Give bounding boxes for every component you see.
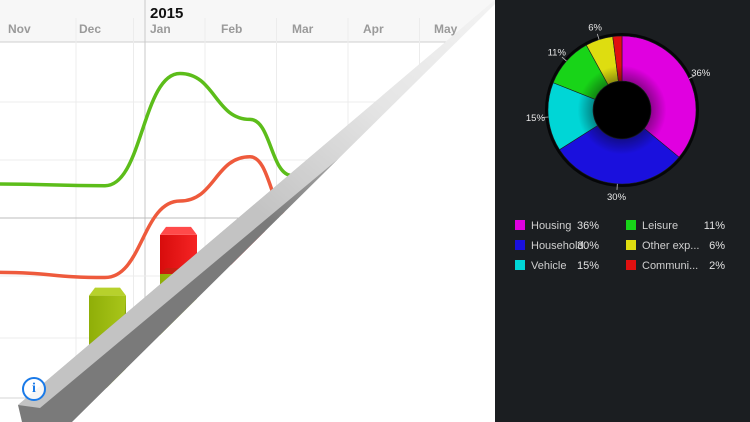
- info-icon[interactable]: i: [22, 377, 46, 401]
- legend-label: Vehicle: [531, 260, 566, 272]
- legend-percent: 30%: [577, 240, 599, 252]
- month-label[interactable]: Jan: [150, 22, 171, 36]
- slice-label-leader: [542, 116, 549, 118]
- legend-swatch: [626, 240, 636, 250]
- slice-label: 6%: [588, 22, 602, 33]
- bar-green-top: [89, 287, 126, 296]
- bar-red-top: [303, 226, 340, 235]
- month-label[interactable]: Nov: [8, 22, 31, 36]
- donut-hole: [594, 82, 650, 138]
- legend-swatch: [515, 260, 525, 270]
- legend-item[interactable]: Leisure 11%: [626, 220, 725, 232]
- year-label: 2015: [150, 5, 183, 22]
- bar-segment-seam: [160, 268, 197, 274]
- slice-label-leader: [596, 33, 600, 40]
- bar-green-segment[interactable]: [374, 268, 411, 383]
- donut-slice[interactable]: [621, 35, 697, 158]
- legend-label: Housing: [531, 220, 571, 232]
- summary-panel: 36% 30% 15% 11% 6% Housing 36% Household 30% Vehi…: [495, 0, 750, 422]
- legend-percent: 6%: [709, 240, 725, 252]
- bar-green-segment[interactable]: [231, 268, 268, 383]
- legend-swatch: [515, 240, 525, 250]
- slice-label: 15%: [526, 113, 546, 124]
- slice-label: 36%: [691, 68, 711, 79]
- legend-label: Leisure: [642, 220, 678, 232]
- bar-segment-seam: [231, 268, 268, 274]
- slice-label: 11%: [548, 47, 567, 58]
- legend-percent: 15%: [577, 260, 599, 272]
- legend-label: Communi...: [642, 260, 698, 272]
- legend-percent: 2%: [709, 260, 725, 272]
- month-label[interactable]: Dec: [79, 22, 101, 36]
- donut-slice[interactable]: [559, 125, 680, 185]
- bar-green-bottom: [160, 383, 197, 388]
- bar-red-top: [374, 226, 411, 235]
- slice-label-leader: [688, 75, 695, 79]
- legend-label: Other exp...: [642, 240, 699, 252]
- bar-segment-seam: [374, 268, 411, 274]
- donut-slice[interactable]: [612, 35, 623, 82]
- bar-green-segment[interactable]: [445, 268, 482, 383]
- bar-red-top: [231, 226, 268, 235]
- slice-label: 30%: [607, 192, 627, 203]
- bar-green-bottom: [374, 383, 411, 388]
- month-label[interactable]: Feb: [221, 22, 242, 36]
- bar-green-bottom: [89, 383, 126, 388]
- legend-swatch: [626, 220, 636, 230]
- bar-segment-seam: [445, 268, 482, 274]
- legend-label: Household: [531, 240, 584, 252]
- legend-percent: 36%: [577, 220, 599, 232]
- bar-red-top: [445, 226, 482, 235]
- donut-chart[interactable]: 36%30%15%11%6%Housing 36%Household30%Vehi…: [495, 0, 750, 422]
- bar-green-segment[interactable]: [160, 268, 197, 383]
- bar-segment-seam: [303, 268, 340, 274]
- month-label[interactable]: Apr: [363, 22, 384, 36]
- legend-swatch: [626, 260, 636, 270]
- bar-green-segment[interactable]: [89, 295, 126, 383]
- month-label[interactable]: May: [434, 22, 458, 36]
- bar-green-bottom: [303, 383, 340, 388]
- slice-label-leader: [561, 56, 567, 62]
- bar-red-top: [160, 226, 197, 235]
- bar-green-bottom: [445, 383, 482, 388]
- month-label[interactable]: Mar: [292, 22, 314, 36]
- legend-item[interactable]: Vehicle 15%: [515, 260, 599, 272]
- legend-item[interactable]: Communi... 2%: [626, 260, 725, 272]
- legend-item[interactable]: Housing 36%: [515, 220, 599, 232]
- bar-green-segment[interactable]: [303, 268, 340, 383]
- bar-green-bottom: [231, 383, 268, 388]
- line-series-green[interactable]: [0, 71, 294, 188]
- legend-percent: 11%: [704, 220, 725, 232]
- legend-swatch: [515, 220, 525, 230]
- legend-item[interactable]: Other exp... 6%: [626, 240, 725, 252]
